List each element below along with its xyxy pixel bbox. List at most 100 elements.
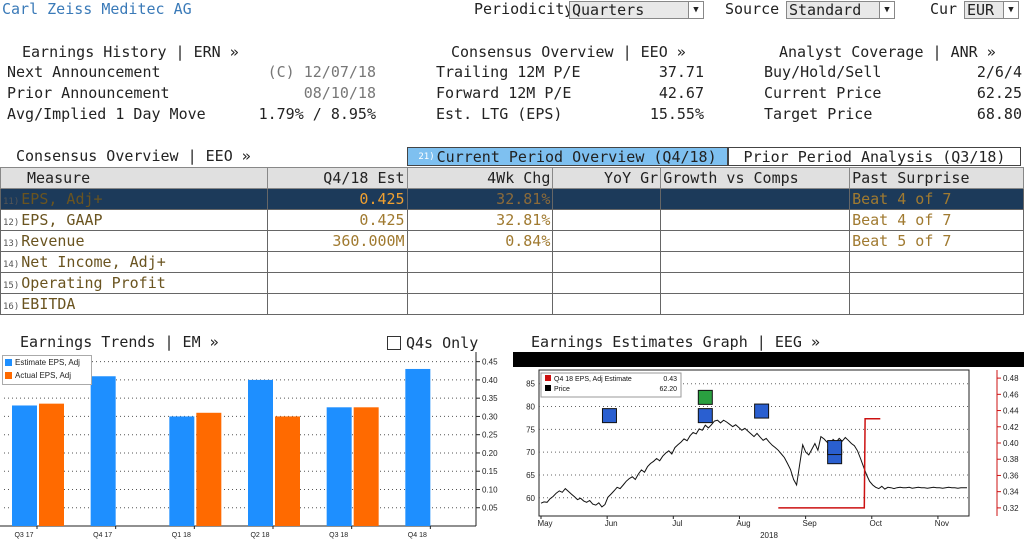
currency-value: EUR — [967, 1, 995, 19]
analyst-marker[interactable] — [697, 408, 713, 424]
table-row[interactable]: 13) Revenue 360.000M 0.84% Beat 5 of 7 — [0, 230, 1024, 252]
comps-cell — [660, 272, 851, 294]
comps-cell — [660, 251, 851, 273]
column-header[interactable]: Past Surprise — [849, 167, 1024, 189]
consensus-overview-top-title[interactable]: Consensus Overview | EEO » — [451, 43, 686, 61]
y-tick-label: 0.10 — [482, 485, 498, 494]
right-y-tick-label: 0.48 — [1003, 374, 1019, 383]
legend-estimate-label: Estimate EPS, Adj — [15, 358, 80, 367]
q4s-only-toggle[interactable]: Q4s Only — [387, 334, 478, 352]
bar-actual[interactable] — [39, 403, 64, 526]
bar-estimate[interactable] — [169, 416, 195, 526]
analyst-marker[interactable] — [827, 440, 843, 456]
earnings-estimates-title[interactable]: Earnings Estimates Graph | EEG » — [531, 333, 820, 351]
summary-label: Avg/Implied 1 Day Move — [7, 105, 206, 123]
summary-label: Buy/Hold/Sell — [764, 63, 882, 81]
bar-estimate[interactable] — [248, 379, 273, 526]
legend-box — [540, 372, 682, 398]
x-tick-label: Q4 18 — [408, 532, 427, 539]
comps-cell — [660, 230, 851, 252]
analyst-marker[interactable] — [697, 389, 713, 405]
tab-current-period[interactable]: 21) Current Period Overview (Q4/18) — [407, 147, 728, 166]
measure-cell[interactable]: 15) Operating Profit — [0, 272, 268, 294]
chevron-down-icon[interactable]: ▼ — [1003, 2, 1018, 18]
summary-value: 2/6/4 — [976, 63, 1022, 81]
surprise-cell — [849, 293, 1024, 315]
chevron-down-icon[interactable]: ▼ — [879, 2, 894, 18]
table-row[interactable]: 12) EPS, GAAP 0.425 32.81% Beat 4 of 7 — [0, 209, 1024, 231]
x-tick-label: Jul — [672, 519, 682, 528]
yoy-cell — [552, 209, 662, 231]
estimate-cell: 360.000M — [266, 230, 408, 252]
table-row[interactable]: 15) Operating Profit — [0, 272, 1024, 294]
estimate-line[interactable] — [778, 417, 881, 509]
left-y-tick-label: 60 — [526, 494, 535, 503]
change-cell: 32.81% — [406, 209, 554, 231]
measure-cell[interactable]: 16) EBITDA — [0, 293, 268, 315]
company-name[interactable]: Carl Zeiss Meditec AG — [2, 0, 192, 18]
eeg-legend: Q4 18 EPS, Adj Estimate 0.43 Price 62.20 — [540, 372, 682, 398]
chevron-down-icon[interactable]: ▼ — [688, 2, 703, 18]
comps-cell — [660, 188, 851, 210]
row-number: 13) — [3, 239, 20, 249]
chart-header-bar — [513, 352, 1024, 367]
summary-label: Next Announcement — [7, 63, 161, 81]
bar-actual[interactable] — [275, 416, 300, 526]
measure-cell[interactable]: 14) Net Income, Adj+ — [0, 251, 268, 273]
summary-label: Forward 12M P/E — [436, 84, 572, 102]
bar-estimate[interactable] — [405, 368, 431, 526]
bar-actual[interactable] — [353, 407, 379, 526]
row-number: 14) — [3, 260, 20, 270]
legend-actual-label: Actual EPS, Adj — [15, 371, 72, 380]
earnings-trends-title[interactable]: Earnings Trends | EM » — [20, 333, 219, 351]
price-line[interactable] — [540, 419, 967, 508]
earnings-history-title[interactable]: Earnings History | ERN » — [22, 43, 239, 61]
analyst-marker[interactable] — [601, 408, 617, 424]
legend-label: Q4 18 EPS, Adj Estimate — [554, 376, 632, 383]
bar-estimate[interactable] — [90, 376, 116, 526]
consensus-overview-title[interactable]: Consensus Overview | EEO » — [16, 147, 251, 165]
periodicity-select[interactable]: Quarters ▼ — [569, 1, 704, 19]
source-select[interactable]: Standard ▼ — [786, 1, 895, 19]
table-row[interactable]: 16) EBITDA — [0, 293, 1024, 315]
estimate-cell — [266, 251, 408, 273]
summary-label: Current Price — [764, 84, 882, 102]
periodicity-value: Quarters — [572, 1, 645, 19]
measure-cell[interactable]: 12) EPS, GAAP — [0, 209, 268, 231]
legend-item-actual: Actual EPS, Adj — [3, 369, 91, 382]
bar-estimate[interactable] — [326, 407, 352, 526]
right-y-tick-label: 0.44 — [1003, 407, 1019, 416]
currency-select[interactable]: EUR ▼ — [964, 1, 1019, 19]
y-tick-label: 0.15 — [482, 467, 498, 476]
right-y-tick-label: 0.32 — [1003, 504, 1019, 513]
column-header[interactable]: Growth vs Comps — [660, 167, 851, 189]
checkbox-icon[interactable] — [387, 336, 401, 350]
y-tick-label: 0.45 — [482, 358, 498, 367]
analyst-marker[interactable] — [754, 403, 770, 419]
table-row[interactable]: 14) Net Income, Adj+ — [0, 251, 1024, 273]
measure-cell[interactable]: 13) Revenue — [0, 230, 268, 252]
surprise-cell: Beat 5 of 7 — [849, 230, 1024, 252]
y-tick-label: 0.20 — [482, 449, 498, 458]
estimate-cell — [266, 293, 408, 315]
x-tick-label: Q2 18 — [250, 532, 269, 539]
measure-label: Revenue — [21, 232, 85, 250]
bar-actual[interactable] — [196, 412, 222, 526]
tab-prior-period[interactable]: Prior Period Analysis (Q3/18) — [728, 147, 1021, 166]
actual-swatch — [5, 372, 12, 379]
measure-label: EBITDA — [21, 295, 76, 313]
bar-estimate[interactable] — [12, 405, 37, 526]
x-tick-label: Q3 18 — [329, 532, 348, 539]
right-y-tick-label: 0.42 — [1003, 423, 1019, 432]
table-row[interactable]: 11) EPS, Adj+ 0.425 32.81% Beat 4 of 7 — [0, 188, 1024, 210]
surprise-cell: Beat 4 of 7 — [849, 209, 1024, 231]
column-header[interactable]: YoY Gr — [552, 167, 662, 189]
legend-item-estimate: Estimate EPS, Adj — [3, 356, 91, 369]
measure-cell[interactable]: 11) EPS, Adj+ — [0, 188, 268, 210]
column-header[interactable]: Q4/18 Est — [266, 167, 408, 189]
analyst-coverage-title[interactable]: Analyst Coverage | ANR » — [779, 43, 996, 61]
column-header[interactable]: 4Wk Chg — [406, 167, 554, 189]
column-header[interactable]: Measure — [0, 167, 268, 189]
summary-label: Prior Announcement — [7, 84, 170, 102]
table-header-row: Measure Q4/18 Est 4Wk Chg YoY Gr Growth vs C… — [0, 167, 1024, 189]
